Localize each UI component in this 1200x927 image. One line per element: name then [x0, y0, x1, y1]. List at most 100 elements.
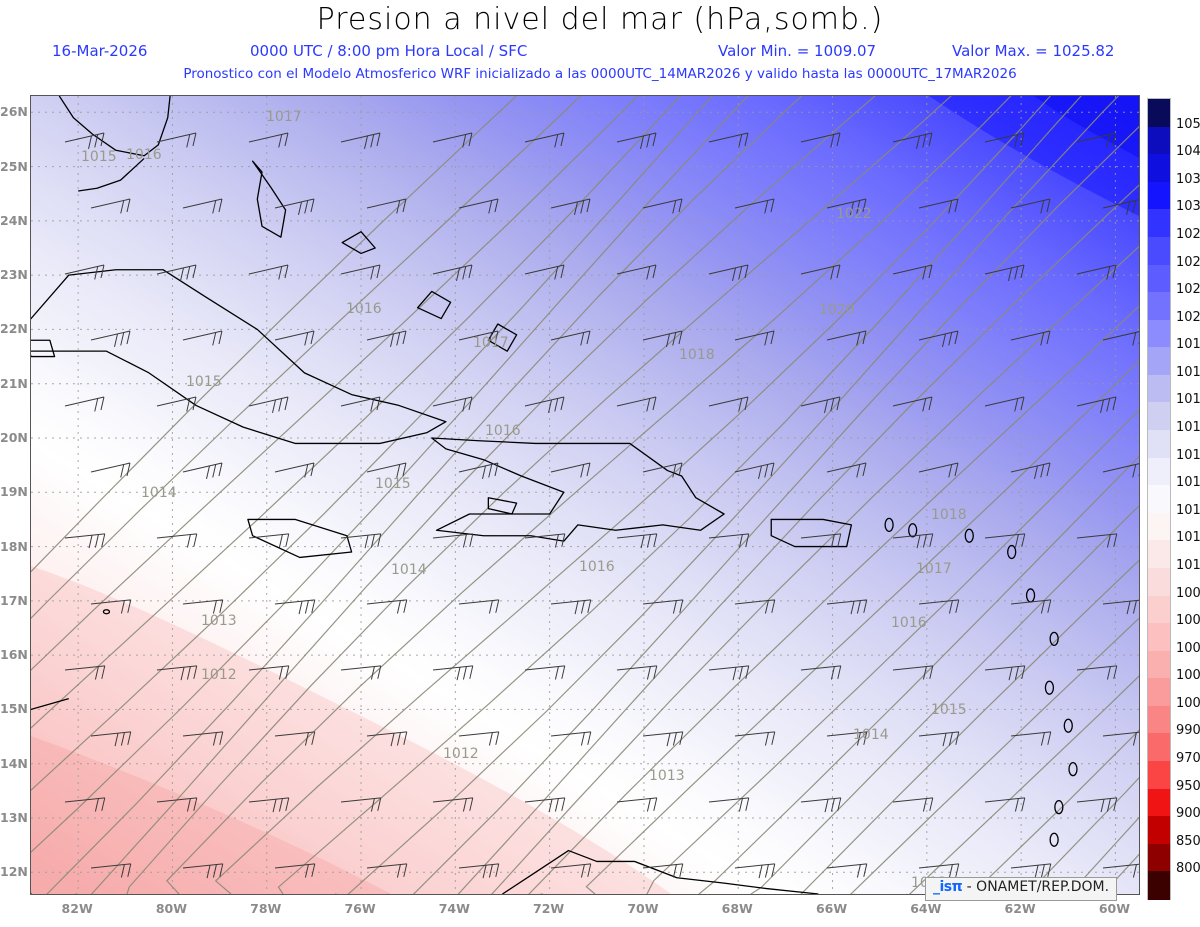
colorbar-swatch	[1148, 678, 1170, 707]
y-axis-tick-label: 15N	[0, 701, 28, 717]
cycle-time: 0000 UTC / 8:00 pm Hora Local / SFC	[250, 42, 528, 60]
colorbar-swatch	[1148, 126, 1170, 155]
map-plot-area[interactable]: 1017 1015 1016 1022 1016 1017 1020 1018 1015 1016…	[30, 95, 1140, 895]
colorbar-swatch	[1148, 402, 1170, 431]
colorbar-swatch	[1148, 788, 1170, 817]
colorbar-tick: 1040	[1176, 144, 1200, 160]
colorbar-tick: 1014	[1176, 475, 1200, 491]
contour-label: 1020	[819, 302, 855, 318]
y-axis-tick-label: 21N	[0, 375, 28, 391]
colorbar-tick: 1022	[1176, 282, 1200, 298]
colorbar-tick: 1013	[1176, 502, 1200, 518]
contour-label: 1018	[679, 347, 715, 363]
colorbar-tick: 1000	[1176, 695, 1200, 711]
contour-label: 1014	[853, 727, 889, 743]
contour-label: 1015	[81, 149, 117, 165]
colorbar-swatch	[1148, 347, 1170, 376]
colorbar-tick: 900	[1176, 806, 1200, 822]
colorbar-tick: 1025	[1176, 254, 1200, 270]
x-axis-tick-label: 74W	[438, 901, 470, 916]
colorbar-swatch	[1148, 485, 1170, 514]
contour-label: 1016	[891, 615, 927, 631]
contour-label: 1013	[649, 768, 685, 784]
colorbar-swatch	[1148, 623, 1170, 652]
contour-label: 1017	[916, 561, 952, 577]
contour-label: 1017	[473, 335, 509, 351]
contour-label: 1015	[186, 374, 222, 390]
colorbar-swatch	[1148, 512, 1170, 541]
map-canvas: 1017 1015 1016 1022 1016 1017 1020 1018 1015 1016…	[31, 96, 1139, 894]
contour-label: 1012	[201, 667, 237, 683]
contour-label: 1014	[141, 485, 177, 501]
colorbar-tick: 1012	[1176, 530, 1200, 546]
colorbar-swatch	[1148, 236, 1170, 266]
header-info-line: 16-Mar-2026 0000 UTC / 8:00 pm Hora Loca…	[0, 42, 1200, 62]
value-min-label: Valor Min. = 1009.07	[718, 42, 877, 60]
colorbar-swatch	[1148, 540, 1170, 569]
colorbar-tick: 1030	[1176, 199, 1200, 215]
x-axis-tick-label: 76W	[344, 901, 376, 916]
x-axis-tick-label: 78W	[250, 901, 282, 916]
contour-label: 1012	[443, 746, 479, 762]
y-axis-tick-label: 20N	[0, 430, 28, 445]
colorbar-tick: 1016	[1176, 420, 1200, 436]
contour-label: 1015	[931, 702, 967, 718]
colorbar-swatch	[1148, 154, 1170, 183]
contour-label: 1015	[375, 476, 411, 492]
contour-label: 1016	[346, 301, 382, 317]
x-axis-tick-label: 80W	[155, 901, 188, 916]
credit-box: _isπ - ONAMET/REP.DOM.	[925, 877, 1118, 901]
colorbar-tick: 1035	[1176, 171, 1200, 187]
contour-label: 1018	[931, 507, 967, 523]
colorbar-swatch	[1148, 705, 1170, 735]
colorbar[interactable]	[1147, 98, 1171, 900]
colorbar-swatch	[1148, 264, 1170, 293]
model-footnote: Pronostico con el Modelo Atmosferico WRF…	[183, 66, 1017, 82]
colorbar-swatch	[1148, 595, 1170, 624]
x-axis-tick-label: 60W	[1098, 901, 1131, 916]
colorbar-tick: 970	[1176, 751, 1200, 767]
colorbar-swatch	[1148, 430, 1170, 459]
colorbar-tick: 1019	[1176, 337, 1200, 353]
colorbar-swatch	[1148, 733, 1170, 762]
colorbar-swatch	[1148, 457, 1170, 486]
colorbar-tick: 1006	[1176, 613, 1200, 629]
x-axis-tick-label: 82W	[61, 901, 93, 916]
x-axis-tick-label: 62W	[1004, 901, 1036, 916]
y-axis-tick-label: 14N	[0, 755, 28, 771]
colorbar-swatch	[1148, 650, 1170, 679]
colorbar-swatch	[1148, 567, 1170, 597]
x-axis-tick-label: 70W	[627, 901, 659, 916]
contour-label: 1017	[266, 109, 302, 125]
y-axis-tick-label: 19N	[0, 484, 28, 500]
colorbar-swatch	[1148, 761, 1170, 790]
contour-label: 1013	[201, 613, 237, 629]
colorbar-tick: 1018	[1176, 364, 1200, 380]
x-axis-tick-label: 64W	[910, 901, 942, 916]
colorbar-tick: 850	[1176, 833, 1200, 849]
colorbar-swatch	[1148, 181, 1170, 210]
colorbar-swatch	[1148, 292, 1170, 321]
y-axis-tick-label: 24N	[0, 212, 28, 228]
contour-label: 1014	[391, 562, 427, 578]
colorbar-swatch	[1148, 99, 1170, 128]
agency-label: - ONAMET/REP.DOM.	[966, 879, 1110, 895]
colorbar-tick: 1028	[1176, 226, 1200, 242]
colorbar-tick: 800	[1176, 861, 1200, 877]
istt-logo: _isπ	[933, 879, 963, 895]
page-title: Presion a nivel del mar (hPa,somb.)	[316, 2, 884, 37]
colorbar-tick: 1008	[1176, 585, 1200, 601]
colorbar-tick: 990	[1176, 723, 1200, 739]
y-axis-tick-label: 18N	[0, 538, 28, 554]
contour-label: 1016	[126, 147, 162, 163]
y-axis-tick-label: 25N	[0, 158, 28, 174]
colorbar-swatch	[1148, 374, 1170, 404]
colorbar-swatch	[1148, 843, 1170, 872]
y-axis-tick-label: 13N	[0, 810, 28, 825]
colorbar-tick: 1010	[1176, 557, 1200, 573]
y-axis-tick-label: 12N	[0, 864, 28, 880]
forecast-date: 16-Mar-2026	[52, 42, 148, 60]
value-max-label: Valor Max. = 1025.82	[952, 42, 1115, 60]
x-axis-tick-label: 68W	[721, 901, 753, 916]
colorbar-swatch	[1148, 816, 1170, 845]
